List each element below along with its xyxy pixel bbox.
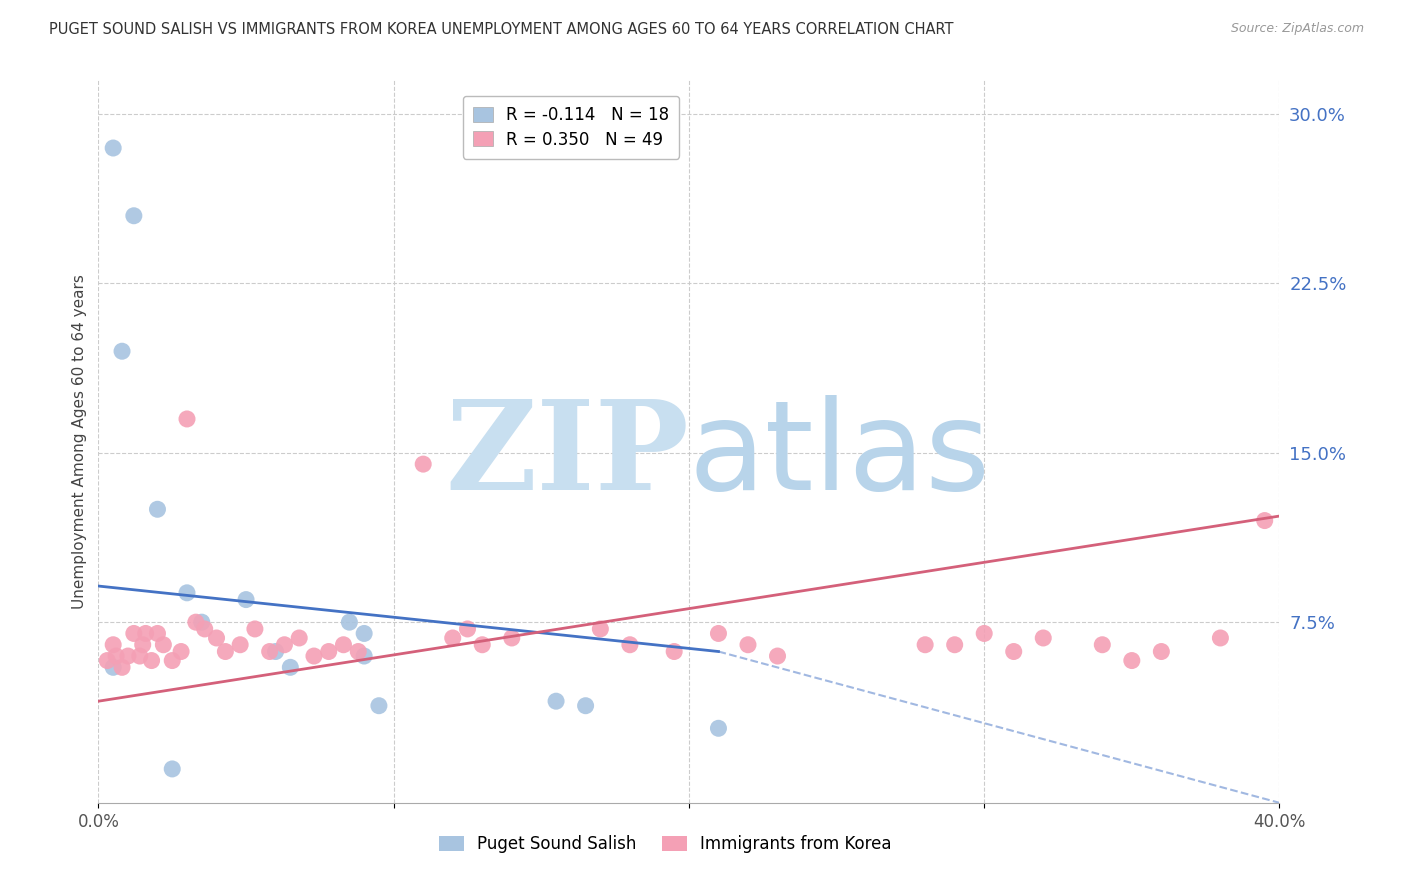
Point — [132, 638, 155, 652]
Point — [194, 622, 217, 636]
Text: Source: ZipAtlas.com: Source: ZipAtlas.com — [1230, 22, 1364, 36]
Point — [176, 586, 198, 600]
Text: atlas: atlas — [689, 395, 991, 516]
Point — [737, 638, 759, 652]
Point — [288, 631, 311, 645]
Point — [214, 644, 236, 658]
Point — [471, 638, 494, 652]
Point — [1032, 631, 1054, 645]
Point — [1121, 654, 1143, 668]
Point — [766, 648, 789, 663]
Point — [259, 644, 281, 658]
Point — [973, 626, 995, 640]
Point — [575, 698, 598, 713]
Point — [1002, 644, 1025, 658]
Point — [243, 622, 266, 636]
Point — [146, 626, 169, 640]
Point — [1209, 631, 1232, 645]
Y-axis label: Unemployment Among Ages 60 to 64 years: Unemployment Among Ages 60 to 64 years — [72, 274, 87, 609]
Point — [103, 141, 125, 155]
Point — [103, 638, 125, 652]
Point — [707, 721, 730, 735]
Legend: Puget Sound Salish, Immigrants from Korea: Puget Sound Salish, Immigrants from Kore… — [433, 828, 898, 860]
Point — [1150, 644, 1173, 658]
Point — [191, 615, 214, 630]
Point — [205, 631, 228, 645]
Point — [546, 694, 568, 708]
Point — [353, 626, 375, 640]
Point — [280, 660, 302, 674]
Point — [457, 622, 479, 636]
Point — [117, 648, 139, 663]
Point — [332, 638, 354, 652]
Point — [412, 457, 434, 471]
Point — [111, 660, 134, 674]
Point — [105, 648, 128, 663]
Point — [146, 502, 169, 516]
Point — [103, 660, 125, 674]
Point — [664, 644, 686, 658]
Point — [914, 638, 936, 652]
Point — [707, 626, 730, 640]
Point — [441, 631, 464, 645]
Point — [176, 412, 198, 426]
Point — [162, 654, 183, 668]
Point — [235, 592, 257, 607]
Point — [339, 615, 361, 630]
Point — [501, 631, 523, 645]
Point — [302, 648, 325, 663]
Point — [273, 638, 295, 652]
Point — [162, 762, 183, 776]
Point — [96, 654, 118, 668]
Point — [111, 344, 134, 359]
Point — [184, 615, 207, 630]
Text: ZIP: ZIP — [446, 395, 689, 516]
Point — [368, 698, 391, 713]
Point — [135, 626, 157, 640]
Point — [170, 644, 193, 658]
Point — [353, 648, 375, 663]
Point — [943, 638, 966, 652]
Point — [152, 638, 174, 652]
Point — [1091, 638, 1114, 652]
Point — [1254, 514, 1277, 528]
Point — [122, 209, 145, 223]
Text: PUGET SOUND SALISH VS IMMIGRANTS FROM KOREA UNEMPLOYMENT AMONG AGES 60 TO 64 YEA: PUGET SOUND SALISH VS IMMIGRANTS FROM KO… — [49, 22, 953, 37]
Point — [318, 644, 340, 658]
Point — [347, 644, 370, 658]
Point — [141, 654, 163, 668]
Point — [128, 648, 150, 663]
Point — [229, 638, 252, 652]
Point — [122, 626, 145, 640]
Point — [619, 638, 641, 652]
Point — [589, 622, 612, 636]
Point — [264, 644, 287, 658]
